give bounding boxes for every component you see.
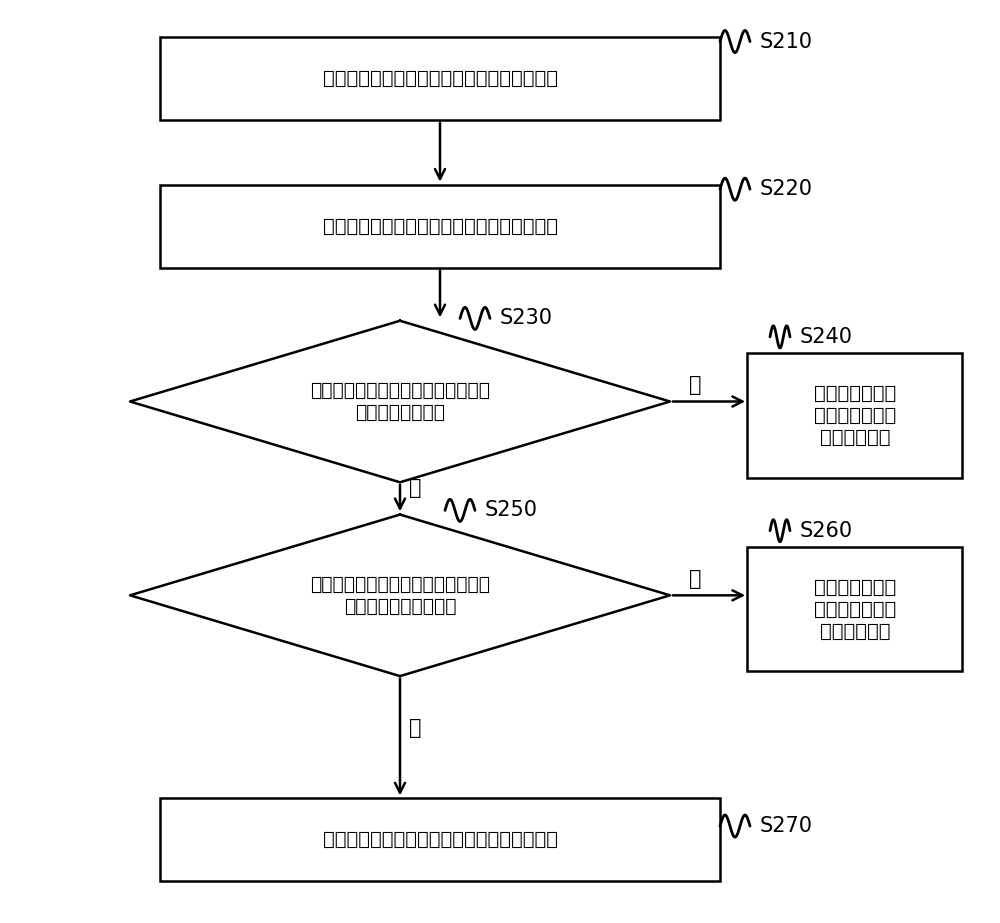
Text: S260: S260 xyxy=(800,521,853,541)
FancyBboxPatch shape xyxy=(160,185,720,268)
Text: 控制污水处理装
置的运行参数为
第二运行参数: 控制污水处理装 置的运行参数为 第二运行参数 xyxy=(814,578,896,641)
Text: 否: 否 xyxy=(409,478,421,498)
Text: S210: S210 xyxy=(760,31,813,52)
Text: 是: 是 xyxy=(689,569,701,589)
FancyBboxPatch shape xyxy=(747,353,962,478)
FancyBboxPatch shape xyxy=(747,546,962,672)
Text: 是: 是 xyxy=(689,375,701,395)
Text: S270: S270 xyxy=(760,816,813,836)
Text: 控制污水处理装
置的运行参数为
第一运行参数: 控制污水处理装 置的运行参数为 第一运行参数 xyxy=(814,384,896,447)
Text: 第一时间和第二时间确定的时间差是
否等于预设时间差: 第一时间和第二时间确定的时间差是 否等于预设时间差 xyxy=(310,381,490,422)
Text: S250: S250 xyxy=(485,500,538,521)
FancyBboxPatch shape xyxy=(160,798,720,881)
Text: 获取磁力浮球与第一干簧管吸合时的第一时间: 获取磁力浮球与第一干簧管吸合时的第一时间 xyxy=(322,69,558,88)
Polygon shape xyxy=(130,321,670,483)
FancyBboxPatch shape xyxy=(160,37,720,120)
Text: 否: 否 xyxy=(409,718,421,738)
Text: 判断第一时间和第二时间确定的时间
差是否小于预设时间差: 判断第一时间和第二时间确定的时间 差是否小于预设时间差 xyxy=(310,575,490,616)
Text: S230: S230 xyxy=(500,308,553,329)
Text: S220: S220 xyxy=(760,179,813,199)
Text: 获取磁力浮球与第二干簧管吸合时的第二时间: 获取磁力浮球与第二干簧管吸合时的第二时间 xyxy=(322,217,558,235)
Text: S240: S240 xyxy=(800,327,853,347)
Polygon shape xyxy=(130,515,670,676)
Text: 控制污水处理装置的运行参数为第三运行参数: 控制污水处理装置的运行参数为第三运行参数 xyxy=(322,831,558,849)
